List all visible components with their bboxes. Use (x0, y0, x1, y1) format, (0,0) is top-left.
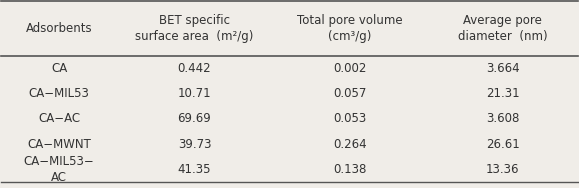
Text: 26.61: 26.61 (486, 138, 519, 151)
Text: 3.608: 3.608 (486, 112, 519, 125)
Text: 0.138: 0.138 (334, 163, 367, 176)
Text: CA−MIL53−
AC: CA−MIL53− AC (24, 155, 94, 184)
Text: 69.69: 69.69 (178, 112, 211, 125)
Text: Adsorbents: Adsorbents (25, 22, 92, 35)
Text: 41.35: 41.35 (178, 163, 211, 176)
Text: 0.264: 0.264 (333, 138, 367, 151)
Text: CA−MIL53: CA−MIL53 (28, 87, 89, 100)
Text: CA−MWNT: CA−MWNT (27, 138, 91, 151)
Text: CA: CA (51, 62, 67, 75)
Text: Total pore volume
(cm³/g): Total pore volume (cm³/g) (297, 14, 403, 43)
Text: 0.002: 0.002 (334, 62, 367, 75)
Text: 3.664: 3.664 (486, 62, 519, 75)
Text: 13.36: 13.36 (486, 163, 519, 176)
Text: Average pore
diameter  (nm): Average pore diameter (nm) (458, 14, 548, 43)
Text: 0.442: 0.442 (178, 62, 211, 75)
Text: BET specific
surface area  (m²/g): BET specific surface area (m²/g) (135, 14, 254, 43)
Text: 0.057: 0.057 (334, 87, 367, 100)
Text: 39.73: 39.73 (178, 138, 211, 151)
Text: 0.053: 0.053 (334, 112, 367, 125)
Text: 21.31: 21.31 (486, 87, 519, 100)
Text: 10.71: 10.71 (178, 87, 211, 100)
Text: CA−AC: CA−AC (38, 112, 80, 125)
